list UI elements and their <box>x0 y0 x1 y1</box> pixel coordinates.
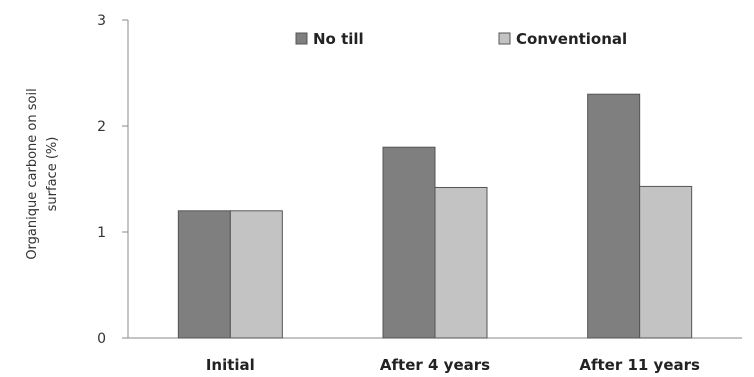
legend-label: No till <box>313 30 364 48</box>
y-tick-label: 0 <box>97 331 106 347</box>
y-tick-label: 2 <box>97 119 106 135</box>
bar-no-till <box>382 146 436 339</box>
y-axis-title-line: surface (%) <box>45 137 60 212</box>
legend-swatch <box>498 32 511 45</box>
x-tick-label: After 4 years <box>380 356 490 374</box>
y-axis: 0 1 2 3 <box>97 13 129 347</box>
x-tick-label: Initial <box>206 356 255 374</box>
y-axis-title-line: Organique carbone on soil <box>25 88 40 259</box>
category-labels: Initial After 4 years After 11 years <box>206 356 700 374</box>
y-tick-label: 3 <box>97 13 106 29</box>
bar-no-till <box>177 210 231 339</box>
bar-conventional <box>434 186 488 339</box>
legend-swatch <box>295 32 308 45</box>
bars <box>177 93 693 339</box>
bar-conventional <box>229 210 283 339</box>
y-axis-title: Organique carbone on soil surface (%) <box>25 88 60 259</box>
y-tick-label: 1 <box>97 225 106 241</box>
bar-no-till <box>587 93 641 339</box>
bar-conventional <box>639 185 693 339</box>
legend: No till Conventional <box>295 30 627 48</box>
x-tick-label: After 11 years <box>579 356 700 374</box>
legend-label: Conventional <box>516 30 627 48</box>
